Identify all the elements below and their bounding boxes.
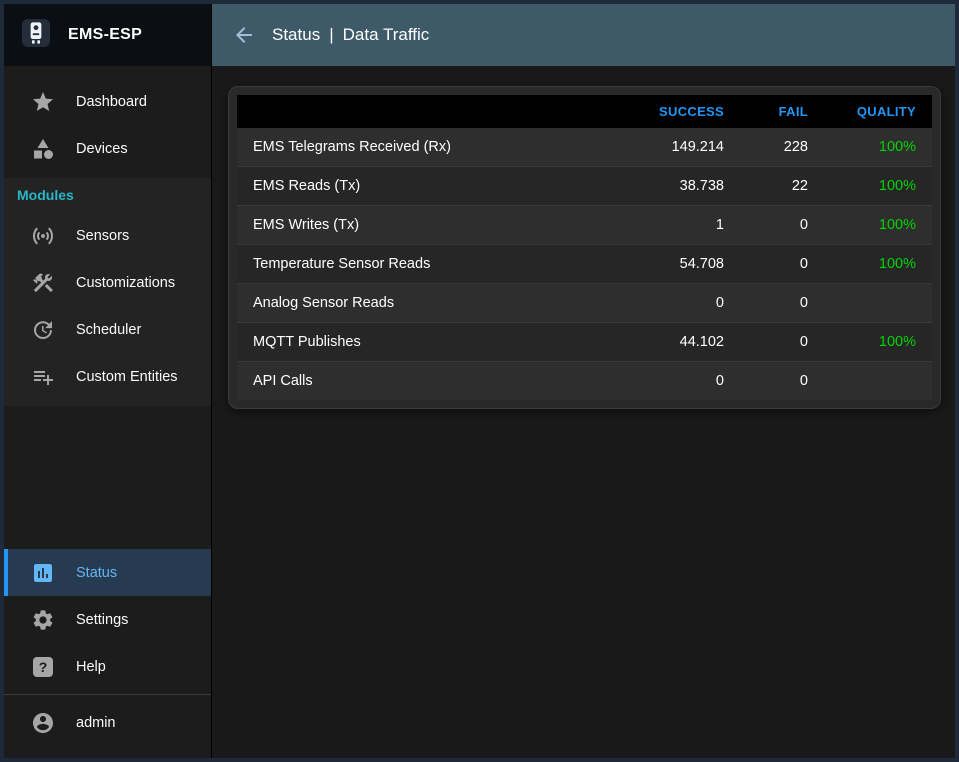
bar-chart-icon xyxy=(31,561,55,585)
fail-value: 0 xyxy=(740,322,824,362)
row-label: Analog Sensor Reads xyxy=(237,283,620,323)
table-row: EMS Writes (Tx) 1 0 100% xyxy=(237,205,932,245)
clock-arrow-icon xyxy=(31,318,55,342)
app-logo-area: EMS-ESP xyxy=(4,4,211,66)
account-icon xyxy=(31,711,55,735)
page-title-section: Status xyxy=(272,25,321,44)
sidebar-item-label: Status xyxy=(76,564,118,581)
data-traffic-table: SUCCESS FAIL QUALITY EMS Telegrams Recei… xyxy=(237,95,932,400)
fail-value: 0 xyxy=(740,283,824,323)
table-row: Temperature Sensor Reads 54.708 0 100% xyxy=(237,244,932,284)
col-header-blank xyxy=(237,95,620,128)
table-row: EMS Reads (Tx) 38.738 22 100% xyxy=(237,166,932,206)
fail-value: 0 xyxy=(740,205,824,245)
row-label: EMS Reads (Tx) xyxy=(237,166,620,206)
page-title-page: Data Traffic xyxy=(342,25,430,44)
table-row: EMS Telegrams Received (Rx) 149.214 228 100… xyxy=(237,128,932,167)
success-value: 1 xyxy=(620,205,740,245)
row-label: EMS Writes (Tx) xyxy=(237,205,620,245)
quality-value xyxy=(824,362,932,401)
sidebar: EMS-ESP Dashboard Devices Modules Sensors… xyxy=(4,4,212,758)
row-label: EMS Telegrams Received (Rx) xyxy=(237,128,620,167)
col-header-quality: QUALITY xyxy=(824,95,932,128)
table-row: Analog Sensor Reads 0 0 xyxy=(237,283,932,323)
back-button[interactable] xyxy=(232,23,256,47)
success-value: 38.738 xyxy=(620,166,740,206)
sidebar-item-label: Settings xyxy=(76,611,129,628)
quality-value: 100% xyxy=(824,166,932,206)
row-label: API Calls xyxy=(253,373,313,389)
category-icon xyxy=(31,137,55,161)
sidebar-item-settings[interactable]: Settings xyxy=(4,596,211,643)
sidebar-item-label: Help xyxy=(76,658,106,675)
data-traffic-card: SUCCESS FAIL QUALITY EMS Telegrams Recei… xyxy=(228,86,941,409)
sidebar-item-customizations[interactable]: Customizations xyxy=(4,259,211,306)
table-row: API Calls 0 0 xyxy=(237,361,932,401)
modules-section: Modules Sensors Customizations Scheduler Cu… xyxy=(4,178,211,406)
sidebar-item-label: Sensors xyxy=(76,227,130,244)
quality-value: 100% xyxy=(824,205,932,245)
col-header-success: SUCCESS xyxy=(620,95,740,128)
sidebar-item-custom-entities[interactable]: Custom Entities xyxy=(4,353,211,400)
quality-value: 100% xyxy=(824,244,932,284)
success-value: 0 xyxy=(715,373,724,389)
success-value: 149.214 xyxy=(620,128,740,167)
success-value: 0 xyxy=(620,283,740,323)
sensors-icon xyxy=(31,224,55,248)
fail-value: 228 xyxy=(740,128,824,167)
gear-icon xyxy=(31,608,55,632)
sidebar-item-sensors[interactable]: Sensors xyxy=(4,212,211,259)
success-value: 54.708 xyxy=(620,244,740,284)
playlist-add-icon xyxy=(31,365,55,389)
sidebar-item-label: admin xyxy=(76,714,116,731)
fail-value: 0 xyxy=(799,373,808,389)
content-area: SUCCESS FAIL QUALITY EMS Telegrams Recei… xyxy=(212,66,955,758)
tools-icon xyxy=(31,271,55,295)
sidebar-item-help[interactable]: ? Help xyxy=(4,643,211,690)
success-value: 44.102 xyxy=(620,322,740,362)
modules-section-label: Modules xyxy=(17,187,74,203)
sidebar-item-dashboard[interactable]: Dashboard xyxy=(4,78,211,125)
sidebar-item-label: Customizations xyxy=(76,274,176,291)
quality-value: 100% xyxy=(824,128,932,167)
fail-value: 22 xyxy=(740,166,824,206)
star-icon xyxy=(31,90,55,114)
sidebar-item-label: Custom Entities xyxy=(76,368,178,385)
topbar: Status | Data Traffic xyxy=(212,4,955,66)
app-title: EMS-ESP xyxy=(68,26,143,43)
sidebar-nav: Dashboard Devices Modules Sensors Customiz… xyxy=(4,66,211,758)
app-window: EMS-ESP Dashboard Devices Modules Sensors… xyxy=(4,4,955,758)
row-label: Temperature Sensor Reads xyxy=(237,244,620,284)
quality-value: 100% xyxy=(824,322,932,362)
help-icon: ? xyxy=(31,655,55,679)
app-logo-icon xyxy=(20,17,52,54)
main-area: Status | Data Traffic SUCCESS FAIL xyxy=(212,4,955,758)
sidebar-item-scheduler[interactable]: Scheduler xyxy=(4,306,211,353)
fail-value: 0 xyxy=(740,244,824,284)
table-header-row: SUCCESS FAIL QUALITY xyxy=(237,95,932,128)
row-label: MQTT Publishes xyxy=(237,322,620,362)
page-title: Status | Data Traffic xyxy=(272,25,429,45)
sidebar-item-label: Dashboard xyxy=(76,93,147,110)
sidebar-item-devices[interactable]: Devices xyxy=(4,125,211,172)
col-header-fail: FAIL xyxy=(740,95,824,128)
table-row: MQTT Publishes 44.102 0 100% xyxy=(237,322,932,362)
sidebar-item-label: Devices xyxy=(76,140,128,157)
sidebar-item-status[interactable]: Status xyxy=(4,549,211,596)
page-title-separator: | xyxy=(329,25,334,44)
sidebar-item-label: Scheduler xyxy=(76,321,142,338)
quality-value xyxy=(824,283,932,323)
sidebar-spacer xyxy=(4,406,211,549)
sidebar-divider xyxy=(4,694,211,695)
sidebar-item-admin[interactable]: admin xyxy=(4,699,211,746)
